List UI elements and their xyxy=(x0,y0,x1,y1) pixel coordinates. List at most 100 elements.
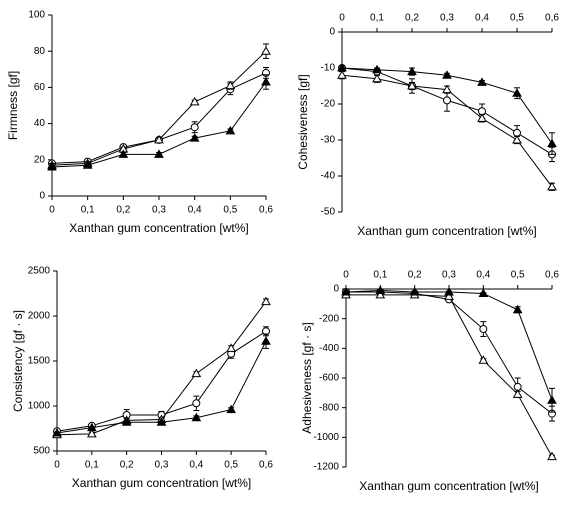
marker xyxy=(341,286,351,296)
marker xyxy=(261,46,271,55)
marker xyxy=(225,125,236,135)
y-tick-label: 500 xyxy=(33,446,50,457)
y-tick-label: -400 xyxy=(319,343,339,354)
marker xyxy=(477,113,487,122)
marker xyxy=(547,138,557,148)
x-tick-label: 0,1 xyxy=(373,270,387,281)
y-axis-title: Firmness [gf] xyxy=(6,71,20,140)
marker xyxy=(261,296,271,306)
marker xyxy=(121,417,132,426)
x-tick-label: 0,1 xyxy=(85,460,99,471)
marker xyxy=(189,96,200,106)
x-tick-label: 0,2 xyxy=(120,460,134,471)
y-tick-label: -200 xyxy=(319,313,339,324)
x-tick-label: 0,2 xyxy=(116,205,130,216)
y-tick-label: -30 xyxy=(321,135,336,146)
x-tick-label: 0,6 xyxy=(545,13,559,24)
x-tick-label: 0,6 xyxy=(259,205,273,216)
x-tick-label: 0 xyxy=(49,205,55,216)
y-tick-label: 40 xyxy=(34,118,46,129)
marker xyxy=(86,428,97,438)
y-tick-label: 60 xyxy=(34,82,46,93)
marker xyxy=(479,325,488,334)
marker xyxy=(443,96,451,105)
x-tick-label: 0,2 xyxy=(405,13,419,24)
x-tick-label: 0,3 xyxy=(442,270,456,281)
y-tick-label: -1200 xyxy=(313,462,339,473)
y-tick-label: 0 xyxy=(333,284,339,295)
y-axis-title: Cohesiveness [gf] xyxy=(296,74,310,169)
x-tick-label: 0,4 xyxy=(189,460,203,471)
x-tick-label: 0,6 xyxy=(259,460,273,471)
y-tick-label: 20 xyxy=(34,154,46,165)
marker xyxy=(192,399,201,408)
x-tick-label: 0,1 xyxy=(370,13,384,24)
x-tick-label: 0,3 xyxy=(155,460,169,471)
x-tick-label: 0,4 xyxy=(475,13,489,24)
x-tick-label: 0,6 xyxy=(545,270,559,281)
marker xyxy=(547,395,557,404)
marker xyxy=(372,73,382,83)
series-line xyxy=(51,50,267,166)
marker xyxy=(52,427,62,437)
marker xyxy=(337,70,347,79)
marker xyxy=(190,123,199,132)
marker xyxy=(407,80,417,90)
marker xyxy=(444,286,454,296)
x-axis-title: Xanthan gum concentration [wt%] xyxy=(359,479,538,493)
marker xyxy=(86,422,97,432)
series-line xyxy=(345,289,553,401)
marker xyxy=(337,62,347,72)
marker xyxy=(191,368,202,378)
marker xyxy=(375,289,386,299)
marker xyxy=(512,389,523,398)
marker xyxy=(407,66,417,76)
marker xyxy=(82,160,93,169)
marker xyxy=(261,336,271,345)
marker xyxy=(118,149,129,158)
y-tick-label: -20 xyxy=(321,99,336,110)
marker xyxy=(478,355,489,364)
x-tick-label: 0 xyxy=(343,270,349,281)
y-tick-label: -40 xyxy=(321,171,336,182)
marker xyxy=(154,149,164,158)
marker xyxy=(47,162,57,171)
marker xyxy=(444,291,454,300)
y-tick-label: 100 xyxy=(28,10,45,21)
y-tick-label: 2000 xyxy=(28,311,51,322)
marker xyxy=(156,417,167,426)
marker xyxy=(512,88,522,97)
x-tick-label: 0 xyxy=(339,13,345,24)
marker xyxy=(547,181,557,191)
x-tick-label: 0,1 xyxy=(81,205,95,216)
y-tick-label: -800 xyxy=(319,402,339,413)
y-axis-title: Consistency [gf · s] xyxy=(11,310,25,412)
x-tick-label: 0,3 xyxy=(152,205,166,216)
y-tick-label: 1500 xyxy=(28,356,51,367)
marker xyxy=(547,451,557,461)
x-tick-label: 0,4 xyxy=(188,205,202,216)
x-axis-title: Xanthan gum concentration [wt%] xyxy=(357,224,536,238)
y-tick-label: -1000 xyxy=(313,432,339,443)
x-tick-label: 0,5 xyxy=(511,270,525,281)
y-tick-label: -600 xyxy=(319,373,339,384)
marker xyxy=(372,64,382,74)
marker xyxy=(409,286,420,296)
marker xyxy=(261,76,271,86)
y-tick-label: 0 xyxy=(39,191,45,202)
x-tick-label: 0,5 xyxy=(224,460,238,471)
y-tick-label: 1000 xyxy=(28,401,51,412)
marker xyxy=(512,134,522,144)
marker xyxy=(478,288,489,297)
y-tick-label: 2500 xyxy=(28,266,51,277)
marker xyxy=(512,304,523,314)
y-axis-title: Adhesiveness [gf · s] xyxy=(300,322,314,433)
marker xyxy=(226,404,237,414)
y-tick-label: 0 xyxy=(329,27,335,38)
marker xyxy=(191,412,202,422)
y-tick-label: 80 xyxy=(34,46,46,57)
x-tick-label: 0,4 xyxy=(476,270,490,281)
marker xyxy=(225,80,236,90)
marker xyxy=(375,285,386,294)
